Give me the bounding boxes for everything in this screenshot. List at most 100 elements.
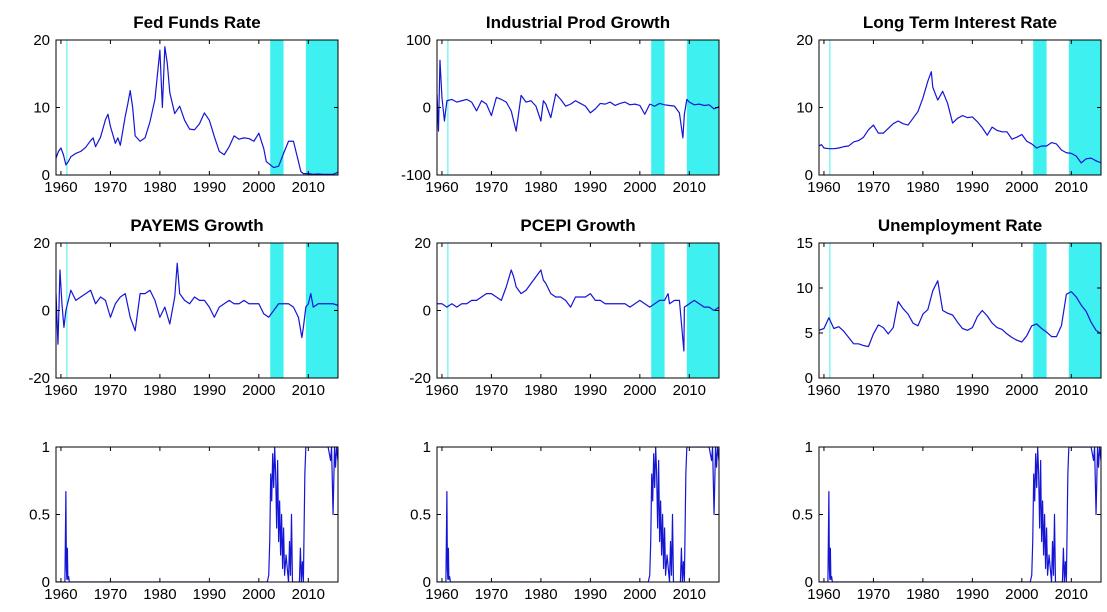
x-tick-label: 2010: [673, 586, 706, 603]
y-tick-label: 0.5: [792, 507, 813, 524]
y-tick-label: 0: [805, 370, 813, 387]
x-tick-label: 1970: [94, 586, 127, 603]
y-tick-label: 1: [805, 439, 813, 456]
x-tick-label: 2000: [623, 586, 656, 603]
x-tick-label: 1980: [906, 586, 939, 603]
x-tick-label: 1980: [524, 586, 557, 603]
x-tick-label: 2000: [242, 586, 275, 603]
x-tick-label: 2000: [242, 382, 275, 399]
shaded-period-2: [270, 40, 284, 175]
x-tick-label: 1990: [574, 179, 607, 196]
x-tick-label: 1960: [44, 179, 77, 196]
shaded-period-2: [651, 40, 665, 175]
y-tick-label: -20: [409, 370, 431, 387]
x-tick-label: 1960: [807, 179, 840, 196]
x-tick-label: 2010: [292, 586, 325, 603]
x-tick-label: 1970: [857, 382, 890, 399]
x-tick-label: 1980: [906, 179, 939, 196]
x-tick-label: 1960: [807, 586, 840, 603]
series-line-1: [56, 262, 338, 345]
axes-box: [436, 242, 720, 379]
shaded-period-1: [66, 243, 68, 378]
x-tick-label: 2010: [1055, 382, 1088, 399]
y-tick-label: 0: [423, 100, 431, 117]
panel-title: PAYEMS Growth: [130, 216, 263, 235]
x-tick-label: 1970: [94, 179, 127, 196]
y-tick-label: -20: [28, 370, 50, 387]
x-tick-label: 2000: [623, 179, 656, 196]
shaded-period-2: [1033, 40, 1047, 175]
x-tick-label: 1990: [193, 382, 226, 399]
series-line-1: [819, 280, 1101, 348]
x-tick-label: 1970: [857, 586, 890, 603]
shaded-period-1: [447, 40, 449, 175]
x-tick-label: 1980: [906, 382, 939, 399]
series-line-1: [437, 59, 719, 139]
panel-title: Industrial Prod Growth: [486, 13, 670, 32]
series-line-1: [56, 447, 338, 582]
axes-box: [818, 39, 1102, 176]
x-tick-label: 1970: [857, 179, 890, 196]
panel-3: 1960 1970 1980 1990 2000 2010 0 10 20 Long Term I…: [796, 13, 1102, 196]
y-tick-label: 20: [33, 32, 50, 49]
shaded-period-3: [305, 40, 338, 175]
x-tick-label: 1990: [956, 179, 989, 196]
y-tick-label: 20: [33, 235, 50, 252]
y-tick-label: 0: [42, 167, 50, 184]
panel-title: Long Term Interest Rate: [863, 13, 1057, 32]
panel-9: 1960 1970 1980 1990 2000 2010 0 0.5 1: [792, 439, 1102, 603]
shaded-period-1: [66, 40, 68, 175]
y-tick-label: 5: [805, 325, 813, 342]
y-tick-label: 0: [42, 303, 50, 320]
x-tick-label: 1980: [524, 382, 557, 399]
shaded-period-3: [686, 40, 719, 175]
shaded-period-1: [829, 243, 831, 378]
axes-box: [818, 242, 1102, 379]
y-tick-label: 10: [33, 100, 50, 117]
y-tick-label: -100: [401, 167, 431, 184]
series-line-1: [819, 447, 1101, 582]
x-tick-label: 2010: [1055, 179, 1088, 196]
panel-5: 1960 1970 1980 1990 2000 2010 -20 0 20 PCEPI Grow…: [409, 216, 720, 399]
y-tick-label: 20: [414, 235, 431, 252]
x-tick-label: 1960: [425, 586, 458, 603]
x-tick-label: 1970: [94, 382, 127, 399]
y-tick-label: 15: [796, 235, 813, 252]
x-tick-label: 1980: [524, 179, 557, 196]
x-tick-label: 2000: [1005, 179, 1038, 196]
axes-box: [436, 39, 720, 176]
x-tick-label: 1960: [425, 382, 458, 399]
series-line-1: [437, 269, 719, 352]
y-tick-label: 10: [796, 280, 813, 297]
x-tick-label: 1970: [475, 586, 508, 603]
panel-title: Unemployment Rate: [878, 216, 1042, 235]
shaded-period-1: [447, 243, 449, 378]
x-tick-label: 2010: [1055, 586, 1088, 603]
panel-2: 1960 1970 1980 1990 2000 2010 -100 0 100 Industri…: [401, 13, 720, 196]
x-tick-label: 2010: [292, 382, 325, 399]
axes-box: [55, 446, 339, 583]
x-tick-label: 2010: [673, 179, 706, 196]
shaded-period-2: [270, 243, 284, 378]
x-tick-label: 1970: [475, 382, 508, 399]
y-tick-label: 1: [42, 439, 50, 456]
axes-box: [818, 446, 1102, 583]
y-tick-label: 0.5: [410, 507, 431, 524]
x-tick-label: 1990: [574, 586, 607, 603]
shaded-period-3: [305, 243, 338, 378]
shaded-period-2: [1033, 243, 1047, 378]
panel-4: 1960 1970 1980 1990 2000 2010 -20 0 20 PAYEMS Gro…: [28, 216, 339, 399]
x-tick-label: 1980: [143, 382, 176, 399]
x-tick-label: 1990: [193, 179, 226, 196]
y-tick-label: 20: [796, 32, 813, 49]
axes-box: [55, 39, 339, 176]
y-tick-label: 0.5: [29, 507, 50, 524]
x-tick-label: 2000: [1005, 586, 1038, 603]
y-tick-label: 0: [805, 167, 813, 184]
y-tick-label: 1: [423, 439, 431, 456]
panel-7: 1960 1970 1980 1990 2000 2010 0 0.5 1: [29, 439, 339, 603]
x-tick-label: 2010: [673, 382, 706, 399]
x-tick-label: 1960: [807, 382, 840, 399]
x-tick-label: 2000: [242, 179, 275, 196]
